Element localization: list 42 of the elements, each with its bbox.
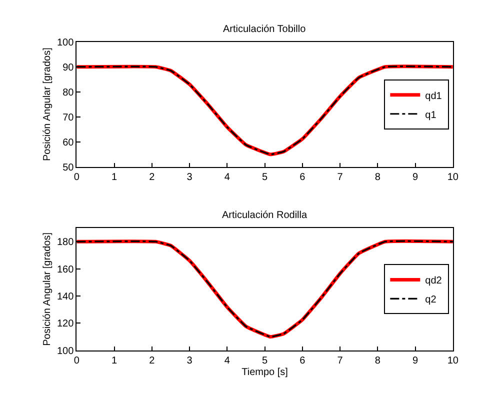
x-tick-label: 2 bbox=[149, 172, 156, 183]
x-tick-label: 0 bbox=[74, 355, 80, 366]
legend-label: q2 bbox=[425, 294, 437, 306]
legend-label: qd1 bbox=[425, 90, 442, 102]
x-tick-label: 5 bbox=[262, 355, 268, 366]
x-tick-label: 3 bbox=[186, 355, 193, 366]
y-tick-label: 80 bbox=[62, 87, 74, 98]
chart-title: Articulación Tobillo bbox=[223, 24, 306, 35]
x-tick-label: 7 bbox=[337, 355, 344, 366]
x-tick-label: 1 bbox=[112, 172, 118, 183]
x-tick-label: 6 bbox=[300, 355, 306, 366]
y-tick-label: 100 bbox=[57, 346, 74, 357]
x-tick-label: 0 bbox=[74, 172, 80, 183]
y-tick-label: 50 bbox=[62, 162, 74, 174]
y-tick-label: 160 bbox=[57, 264, 74, 276]
x-tick-label: 1 bbox=[112, 355, 118, 366]
y-tick-label: 90 bbox=[62, 62, 74, 74]
x-tick-label: 7 bbox=[337, 172, 344, 183]
x-tick-label: 4 bbox=[224, 355, 230, 366]
x-tick-label: 5 bbox=[262, 172, 268, 183]
chart-title: Articulación Rodilla bbox=[222, 210, 308, 221]
y-tick-label: 70 bbox=[62, 112, 74, 124]
y-tick-label: 120 bbox=[57, 318, 74, 330]
x-tick-label: 2 bbox=[149, 355, 156, 366]
x-tick-label: 8 bbox=[374, 355, 381, 366]
x-tick-label: 8 bbox=[374, 172, 381, 183]
x-tick-label: 3 bbox=[186, 172, 193, 183]
y-tick-label: 180 bbox=[57, 237, 74, 248]
x-tick-label: 6 bbox=[300, 172, 306, 183]
y-tick-label: 140 bbox=[57, 292, 74, 302]
legend-label: qd2 bbox=[425, 276, 442, 287]
legend-label: q1 bbox=[425, 110, 437, 121]
x-tick-label: 10 bbox=[447, 355, 459, 366]
y-axis-title: Posición Angular [grados] bbox=[42, 47, 53, 162]
y-tick-label: 60 bbox=[62, 137, 74, 148]
x-tick-label: 9 bbox=[412, 355, 419, 366]
y-axis-title: Posición Angular [grados] bbox=[42, 232, 53, 346]
x-tick-label: 9 bbox=[412, 172, 419, 183]
x-tick-label: 10 bbox=[447, 172, 459, 183]
y-tick-label: 100 bbox=[57, 37, 74, 48]
x-tick-label: 4 bbox=[224, 172, 230, 183]
x-axis-title: Tiempo [s] bbox=[242, 366, 288, 378]
